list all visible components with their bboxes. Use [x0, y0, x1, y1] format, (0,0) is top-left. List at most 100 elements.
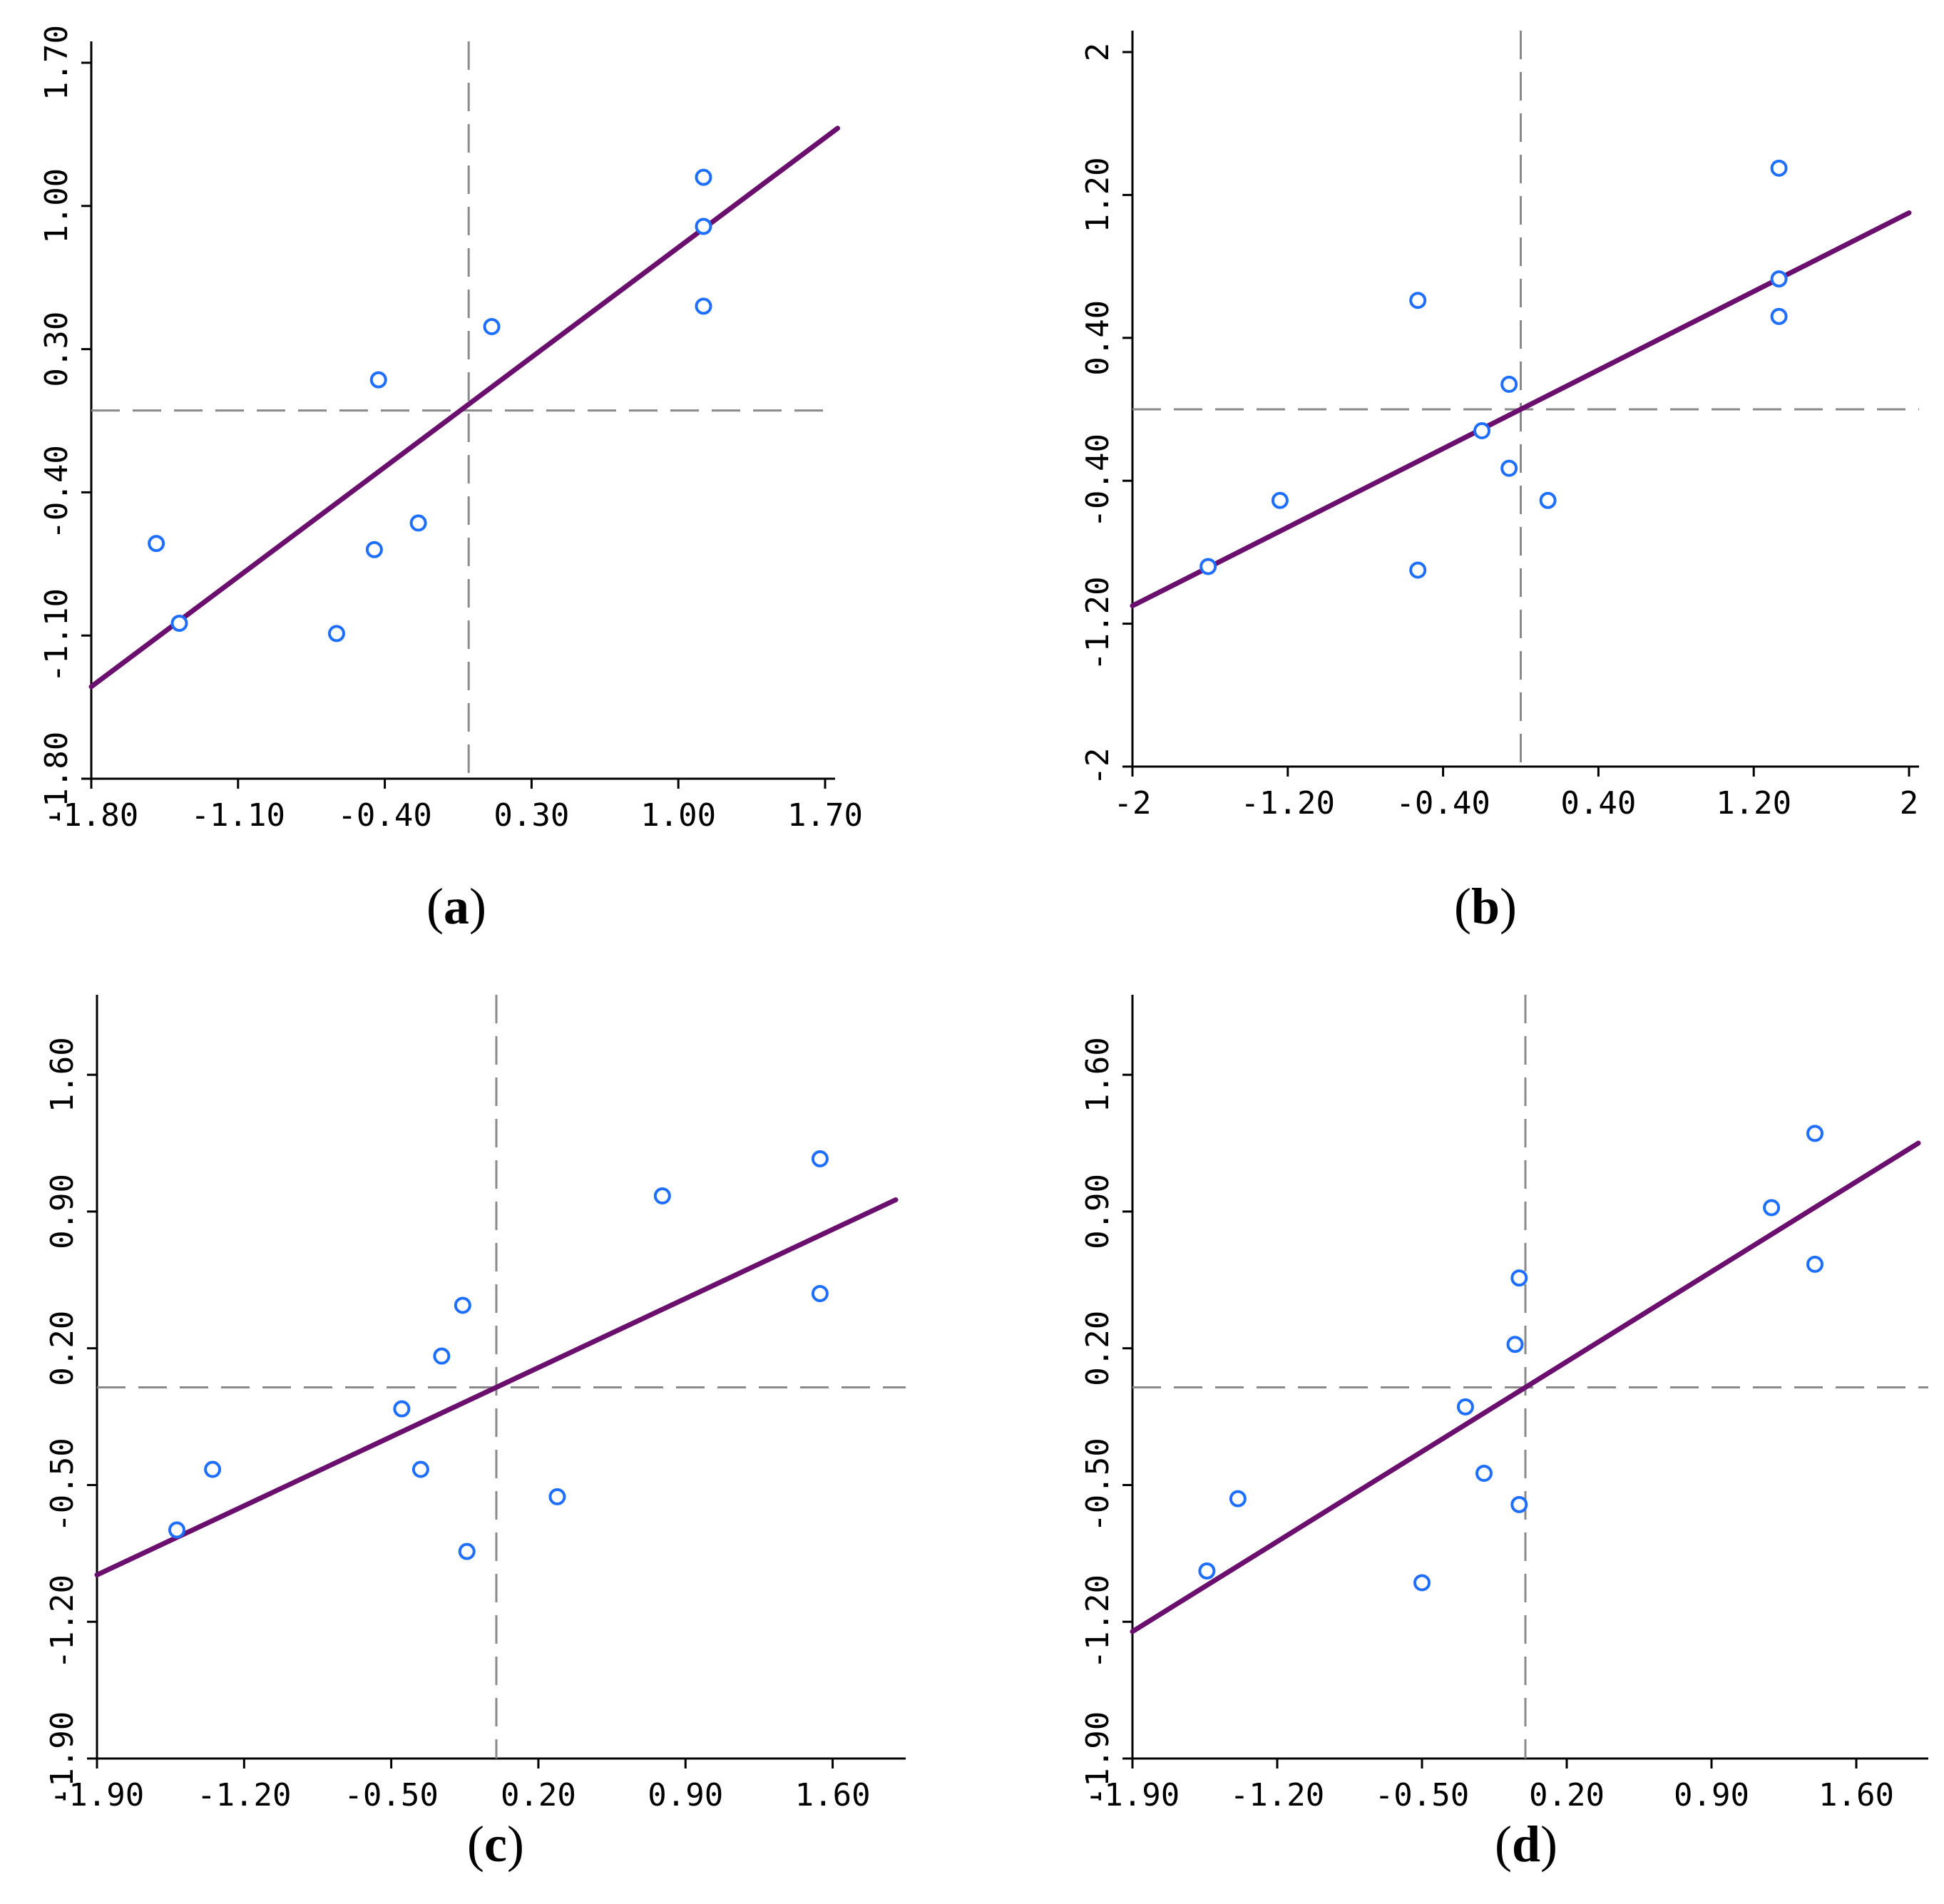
y-tick-label: -1.90 [44, 1711, 81, 1806]
panel-caption-c: (c) [389, 1815, 603, 1874]
caption-letter: b [1470, 878, 1500, 935]
data-point [1770, 270, 1788, 288]
data-point [409, 514, 427, 532]
y-tick-label: -0.50 [1080, 1438, 1116, 1532]
data-point [411, 1460, 429, 1478]
x-tick-label: 0.90 [1674, 1777, 1749, 1813]
panel-caption-b: (b) [1378, 877, 1592, 936]
caption-close-paren: ) [1540, 1816, 1557, 1873]
data-point [483, 318, 501, 336]
caption-letter: c [484, 1816, 507, 1873]
data-point [454, 1296, 471, 1314]
data-point [148, 535, 165, 553]
panel-caption-a: (a) [349, 877, 563, 936]
x-tick-label: -0.40 [337, 797, 431, 834]
regression-line [1130, 1140, 1921, 1634]
y-tick-label: 1.70 [39, 25, 75, 101]
data-point [1770, 307, 1788, 325]
x-tick-label: 0.40 [1560, 785, 1636, 822]
data-point [1199, 558, 1217, 575]
x-tick-label: -0.50 [344, 1777, 438, 1813]
x-tick-label: 0.20 [501, 1777, 576, 1813]
y-tick-label: 0.20 [44, 1311, 81, 1386]
data-point [695, 168, 712, 186]
caption-letter: a [444, 878, 469, 935]
caption-open-paren: ( [1453, 878, 1471, 935]
panel-caption-d: (d) [1419, 1815, 1633, 1874]
scatter-panel-a: -1.80 -1.10 -0.40 0.30 1.00 1.70 -1.80 -1.10 -0.… [39, 25, 863, 834]
x-tick-label: 1.60 [795, 1777, 871, 1813]
data-point [1500, 375, 1518, 393]
data-point [811, 1150, 829, 1167]
data-point [1473, 422, 1491, 440]
regression-line [88, 126, 841, 690]
data-point [1770, 159, 1788, 177]
data-point [1510, 1269, 1528, 1287]
y-tick-label: 2 [1080, 43, 1116, 62]
y-tick-label: 1.60 [44, 1037, 81, 1112]
x-tick-label: -1.10 [191, 797, 285, 834]
data-point [204, 1460, 222, 1478]
x-tick-label: -0.40 [1396, 785, 1490, 822]
scatter-panel-b: -2 -1.20 -0.40 0.40 1.20 2 -2 -1.20 -0.40 0.40 1.2… [1080, 31, 1919, 822]
y-tick-label: -0.40 [1080, 434, 1116, 528]
data-point [1271, 491, 1289, 509]
data-point [327, 625, 345, 643]
x-tick-label: 1.60 [1818, 1777, 1894, 1813]
data-point [695, 217, 712, 235]
data-point [1806, 1125, 1823, 1142]
y-tick-label: -0.40 [39, 445, 75, 539]
y-tick-label: -1.20 [44, 1575, 81, 1669]
data-point [1409, 292, 1427, 309]
x-tick-label: -1.20 [197, 1777, 291, 1813]
y-tick-label: 1.00 [39, 168, 75, 244]
data-point [458, 1542, 476, 1560]
x-tick-label: -1.20 [1241, 785, 1335, 822]
data-point [1198, 1562, 1216, 1580]
caption-close-paren: ) [469, 878, 486, 935]
caption-open-paren: ( [426, 878, 444, 935]
x-tick-label: 0.30 [493, 797, 569, 834]
caption-open-paren: ( [1494, 1816, 1512, 1873]
data-point [653, 1187, 671, 1205]
x-tick-label: 2 [1900, 785, 1919, 822]
data-point [1763, 1199, 1781, 1217]
x-tick-label: 0.20 [1529, 1777, 1605, 1813]
data-point [1510, 1495, 1528, 1513]
data-point [369, 371, 387, 389]
data-point [1413, 1574, 1431, 1592]
data-point [548, 1488, 566, 1505]
y-tick-label: -1.80 [39, 732, 75, 826]
y-tick-label: -2 [1080, 748, 1116, 786]
data-point [695, 297, 712, 315]
scatter-panel-d: -1.90 -1.20 -0.50 0.20 0.90 1.60 -1.90 -1.20 -0.… [1080, 995, 1928, 1813]
data-point [1229, 1490, 1247, 1508]
data-point [168, 1521, 185, 1539]
y-tick-label: 0.20 [1080, 1311, 1116, 1386]
data-point [1806, 1255, 1823, 1273]
caption-close-paren: ) [506, 1816, 524, 1873]
y-tick-label: -0.50 [44, 1438, 81, 1532]
data-point [365, 541, 383, 558]
y-tick-label: 1.60 [1080, 1037, 1116, 1112]
x-tick-label: -0.50 [1375, 1777, 1469, 1813]
caption-open-paren: ( [467, 1816, 485, 1873]
data-point [1456, 1398, 1474, 1416]
y-tick-label: -1.20 [1080, 576, 1116, 670]
y-tick-label: 0.30 [39, 312, 75, 387]
x-tick-label: -1.80 [44, 797, 138, 834]
y-tick-label: -1.20 [1080, 1575, 1116, 1669]
scatter-panel-c: -1.90 -1.20 -0.50 0.20 0.90 1.60 -1.90 -1.20 -0.… [44, 995, 906, 1813]
y-tick-label: 0.90 [1080, 1174, 1116, 1249]
x-tick-label: -2 [1114, 785, 1152, 822]
data-point [1500, 459, 1518, 477]
data-point [811, 1285, 829, 1303]
x-tick-label: -1.90 [1085, 1777, 1180, 1813]
x-tick-label: -1.90 [50, 1777, 144, 1813]
x-tick-label: 1.70 [787, 797, 863, 834]
y-tick-label: 1.20 [1080, 157, 1116, 232]
caption-close-paren: ) [1500, 878, 1517, 935]
caption-letter: d [1511, 1816, 1541, 1873]
data-point [1506, 1336, 1524, 1353]
